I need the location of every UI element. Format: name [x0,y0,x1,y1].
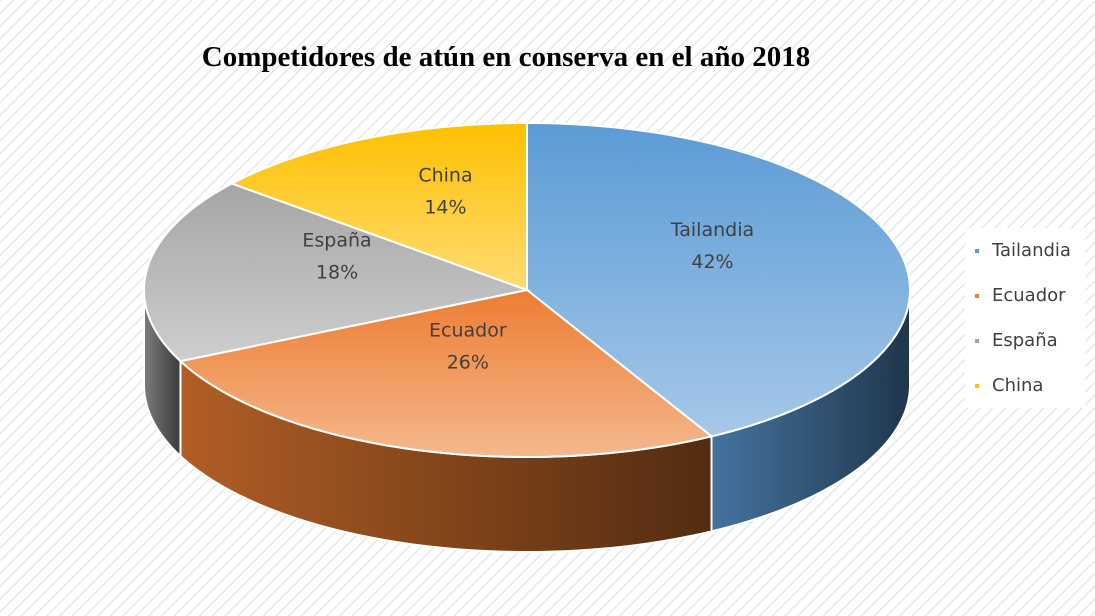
legend-label: España [992,330,1058,351]
chart-title: Competidores de atún en conserva en el a… [202,41,810,73]
pie: Tailandia 42% Ecuador 26% España 18% China 14% [143,121,911,553]
slice [229,121,528,292]
slice-value-label: 14% [424,196,466,218]
legend-label: Tailandia [991,240,1071,261]
slice [143,182,531,363]
slice-value-label: 42% [691,251,733,273]
slice-label: Ecuador [429,319,507,341]
legend-swatch [975,339,979,343]
slice [178,288,714,458]
legend-swatch [975,384,979,388]
slice-value-label: 18% [316,262,358,284]
legend-box [965,228,1085,408]
slice [526,121,911,438]
legend-swatch [975,294,979,298]
legend: Tailandia Ecuador España China [975,240,1071,396]
slice-label: España [302,230,371,252]
legend-label: China [992,375,1043,396]
slice-label: Tailandia [670,219,754,241]
legend-swatch [975,249,979,253]
slice-label: China [418,164,472,186]
slice-value-label: 26% [447,351,489,373]
legend-label: Ecuador [992,285,1066,306]
